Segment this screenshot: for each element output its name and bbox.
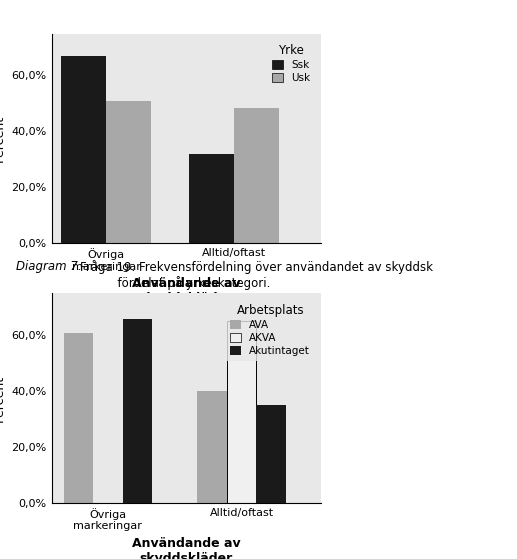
Bar — [64, 333, 93, 503]
Y-axis label: Percent: Percent — [0, 375, 6, 422]
Bar — [234, 108, 279, 243]
Text: Fråga 19. Frekvensfördelning över användandet av skyddsk
          fördelat på y: Fråga 19. Frekvensfördelning över använd… — [80, 260, 433, 290]
Legend: AVA, AKVA, Akutintaget: AVA, AKVA, Akutintaget — [225, 299, 315, 362]
Bar — [62, 56, 106, 243]
Bar — [256, 405, 286, 503]
Bar — [227, 321, 256, 503]
Bar — [106, 101, 151, 243]
X-axis label: Användande av
skyddskläder: Användande av skyddskläder — [132, 537, 240, 559]
Bar — [123, 319, 152, 503]
Bar — [189, 154, 234, 243]
Bar — [197, 391, 227, 503]
Legend: Ssk, Usk: Ssk, Usk — [267, 39, 315, 88]
Text: Diagram 7.: Diagram 7. — [16, 260, 81, 273]
X-axis label: Användande av
skyddskläder: Användande av skyddskläder — [132, 277, 240, 305]
Y-axis label: Percent: Percent — [0, 115, 6, 162]
